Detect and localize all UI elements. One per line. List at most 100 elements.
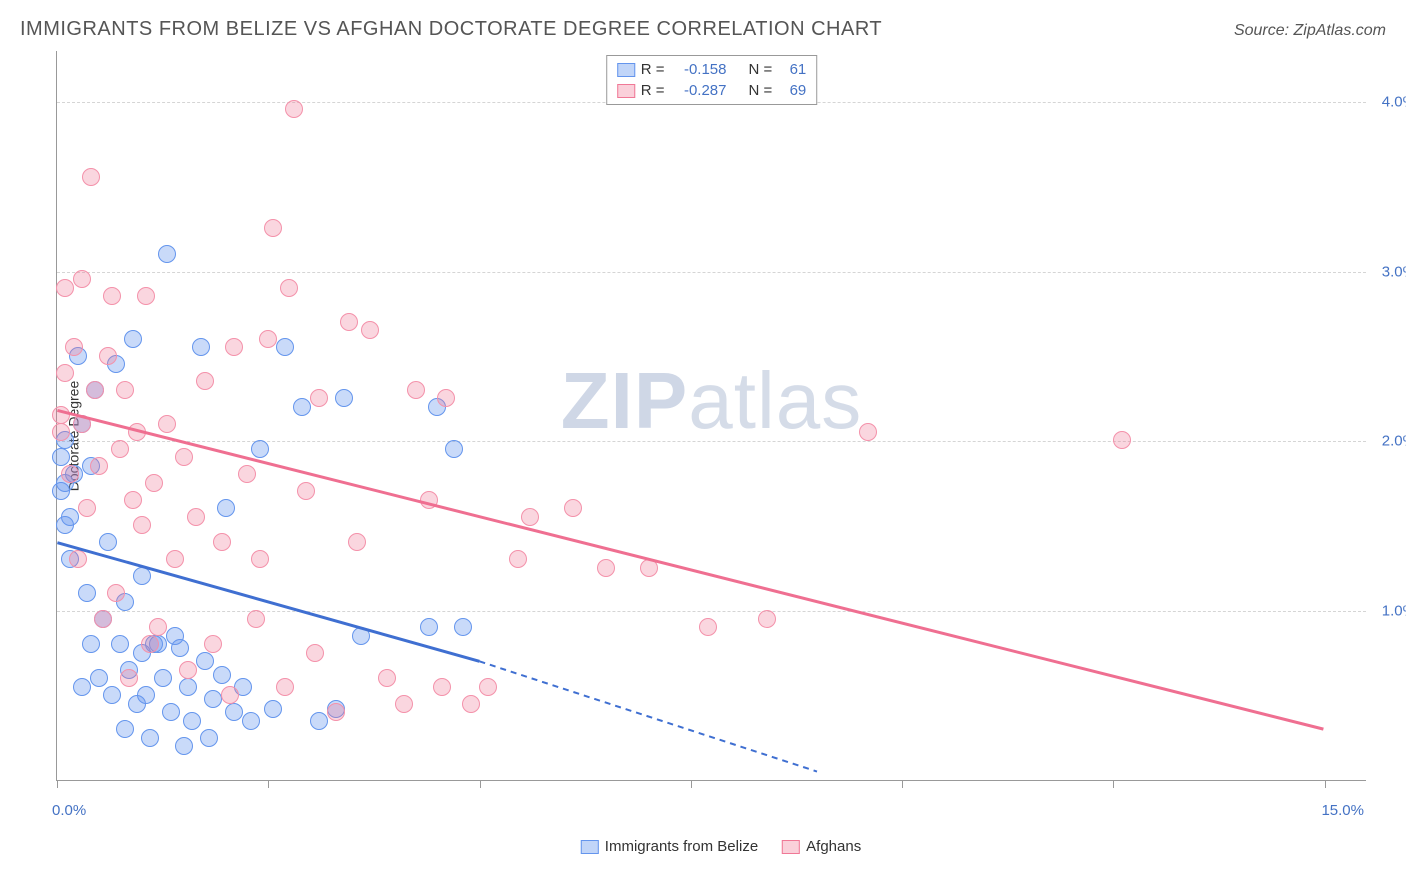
data-point	[445, 440, 463, 458]
legend-item-belize: Immigrants from Belize	[581, 838, 758, 855]
data-point	[107, 584, 125, 602]
swatch-blue-icon	[581, 840, 599, 854]
y-tick-label: 2.0%	[1372, 433, 1406, 450]
legend-label: Immigrants from Belize	[605, 838, 758, 855]
chart-source: Source: ZipAtlas.com	[1234, 22, 1386, 40]
data-point	[225, 703, 243, 721]
data-point	[99, 533, 117, 551]
data-point	[276, 678, 294, 696]
data-point	[264, 700, 282, 718]
data-point	[120, 669, 138, 687]
x-max-label: 15.0%	[1321, 802, 1364, 819]
data-point	[137, 686, 155, 704]
data-point	[175, 737, 193, 755]
x-tick	[1325, 780, 1326, 788]
watermark: ZIPatlas	[561, 355, 862, 447]
data-point	[297, 482, 315, 500]
data-point	[361, 321, 379, 339]
data-point	[90, 457, 108, 475]
data-point	[52, 448, 70, 466]
data-point	[285, 100, 303, 118]
data-point	[264, 219, 282, 237]
data-point	[82, 635, 100, 653]
swatch-pink-icon	[617, 84, 635, 98]
data-point	[306, 644, 324, 662]
data-point	[352, 627, 370, 645]
data-point	[1113, 431, 1131, 449]
data-point	[238, 465, 256, 483]
r-label: R =	[641, 59, 665, 80]
data-point	[192, 338, 210, 356]
n-label: N =	[749, 80, 773, 101]
data-point	[154, 669, 172, 687]
data-point	[78, 584, 96, 602]
data-point	[175, 448, 193, 466]
data-point	[78, 499, 96, 517]
watermark-atlas: atlas	[688, 356, 862, 445]
x-tick	[268, 780, 269, 788]
data-point	[509, 550, 527, 568]
data-point	[327, 703, 345, 721]
data-point	[116, 381, 134, 399]
data-point	[149, 618, 167, 636]
y-tick-label: 1.0%	[1372, 603, 1406, 620]
legend-item-afghans: Afghans	[782, 838, 861, 855]
data-point	[52, 406, 70, 424]
plot-area: ZIPatlas R = -0.158 N = 61 R = -0.287 N …	[56, 51, 1366, 781]
data-point	[166, 550, 184, 568]
legend-label: Afghans	[806, 838, 861, 855]
data-point	[433, 678, 451, 696]
legend-row-pink: R = -0.287 N = 69	[617, 80, 807, 101]
chart-header: IMMIGRANTS FROM BELIZE VS AFGHAN DOCTORA…	[0, 0, 1406, 47]
watermark-zip: ZIP	[561, 356, 688, 445]
n-value: 69	[778, 80, 806, 101]
data-point	[158, 415, 176, 433]
data-point	[213, 533, 231, 551]
y-tick-label: 3.0%	[1372, 263, 1406, 280]
data-point	[128, 423, 146, 441]
r-value: -0.158	[671, 59, 727, 80]
data-point	[61, 508, 79, 526]
data-point	[196, 652, 214, 670]
data-point	[335, 389, 353, 407]
data-point	[758, 610, 776, 628]
data-point	[187, 508, 205, 526]
gridline	[57, 272, 1366, 273]
data-point	[276, 338, 294, 356]
data-point	[204, 690, 222, 708]
x-tick	[480, 780, 481, 788]
data-point	[103, 686, 121, 704]
y-tick-label: 4.0%	[1372, 93, 1406, 110]
data-point	[479, 678, 497, 696]
data-point	[116, 720, 134, 738]
data-point	[340, 313, 358, 331]
r-value: -0.287	[671, 80, 727, 101]
n-label: N =	[749, 59, 773, 80]
n-value: 61	[778, 59, 806, 80]
data-point	[204, 635, 222, 653]
data-point	[124, 330, 142, 348]
chart-container: Doctorate Degree ZIPatlas R = -0.158 N =…	[56, 51, 1386, 821]
data-point	[111, 635, 129, 653]
data-point	[217, 499, 235, 517]
data-point	[145, 474, 163, 492]
data-point	[86, 381, 104, 399]
data-point	[171, 639, 189, 657]
data-point	[90, 669, 108, 687]
data-point	[69, 550, 87, 568]
data-point	[247, 610, 265, 628]
data-point	[395, 695, 413, 713]
data-point	[242, 712, 260, 730]
data-point	[141, 635, 159, 653]
data-point	[310, 712, 328, 730]
data-point	[251, 550, 269, 568]
data-point	[437, 389, 455, 407]
data-point	[158, 245, 176, 263]
data-point	[73, 415, 91, 433]
x-tick	[57, 780, 58, 788]
data-point	[293, 398, 311, 416]
series-legend: Immigrants from Belize Afghans	[581, 838, 861, 855]
data-point	[196, 372, 214, 390]
x-tick	[902, 780, 903, 788]
data-point	[378, 669, 396, 687]
